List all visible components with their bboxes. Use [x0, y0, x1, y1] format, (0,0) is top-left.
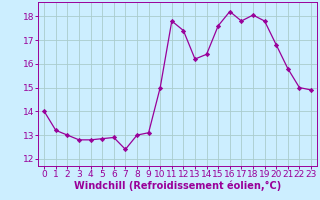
X-axis label: Windchill (Refroidissement éolien,°C): Windchill (Refroidissement éolien,°C) — [74, 181, 281, 191]
